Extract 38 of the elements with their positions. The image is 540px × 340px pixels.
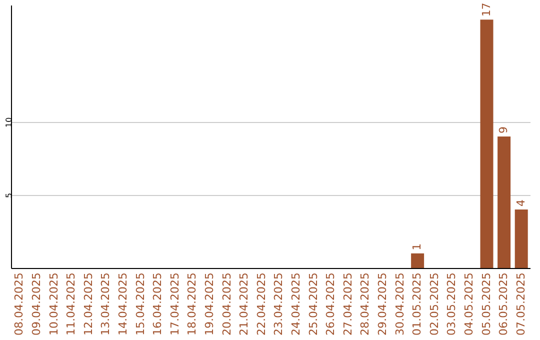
- x-tick-label: 27.04.2025: [341, 272, 354, 336]
- x-tick-label: 22.04.2025: [254, 272, 268, 336]
- x-tick-label: 29.04.2025: [376, 272, 389, 336]
- x-tick-label: 20.04.2025: [220, 272, 234, 336]
- x-tick-label: 30.04.2025: [393, 272, 406, 336]
- x-tick-label: 02.05.2025: [428, 272, 441, 336]
- bar: [411, 253, 424, 268]
- x-tick-label: 28.04.2025: [358, 272, 372, 336]
- data-label: 9: [497, 126, 510, 134]
- x-tick-label: 18.04.2025: [186, 272, 199, 336]
- x-tick-label: 03.05.2025: [445, 272, 458, 336]
- x-tick-label: 06.05.2025: [497, 272, 510, 336]
- x-tick-label: 07.05.2025: [514, 272, 528, 336]
- x-tick-label: 10.04.2025: [47, 272, 60, 336]
- x-tick-label: 12.04.2025: [82, 272, 95, 336]
- x-tick-label: 21.04.2025: [238, 272, 251, 336]
- data-label: 17: [480, 2, 493, 17]
- x-tick-label: 04.05.2025: [462, 272, 476, 336]
- x-tick-label: 14.04.2025: [116, 272, 130, 336]
- bar: [480, 20, 494, 268]
- data-label: 1: [410, 243, 424, 250]
- x-tick-label: 17.04.2025: [168, 272, 182, 336]
- x-tick-label: 13.04.2025: [99, 272, 112, 336]
- bar: [514, 210, 528, 268]
- x-tick-label: 15.04.2025: [134, 272, 147, 336]
- x-tick-label: 11.04.2025: [64, 272, 78, 336]
- x-tick-label: 19.04.2025: [202, 272, 216, 336]
- x-tick-label: 01.05.2025: [410, 272, 424, 336]
- x-tick-label: 05.05.2025: [480, 272, 493, 336]
- x-tick-label: 09.04.2025: [30, 272, 43, 336]
- data-label: 4: [514, 200, 528, 207]
- x-tick-label: 24.04.2025: [289, 272, 302, 336]
- x-tick-label: 25.04.2025: [306, 272, 320, 336]
- bar: [498, 136, 511, 268]
- x-tick-label: 23.04.2025: [272, 272, 286, 336]
- x-tick-label: 16.04.2025: [151, 272, 164, 336]
- x-tick-label: 26.04.2025: [324, 272, 338, 336]
- x-tick-label: 08.04.2025: [12, 272, 26, 336]
